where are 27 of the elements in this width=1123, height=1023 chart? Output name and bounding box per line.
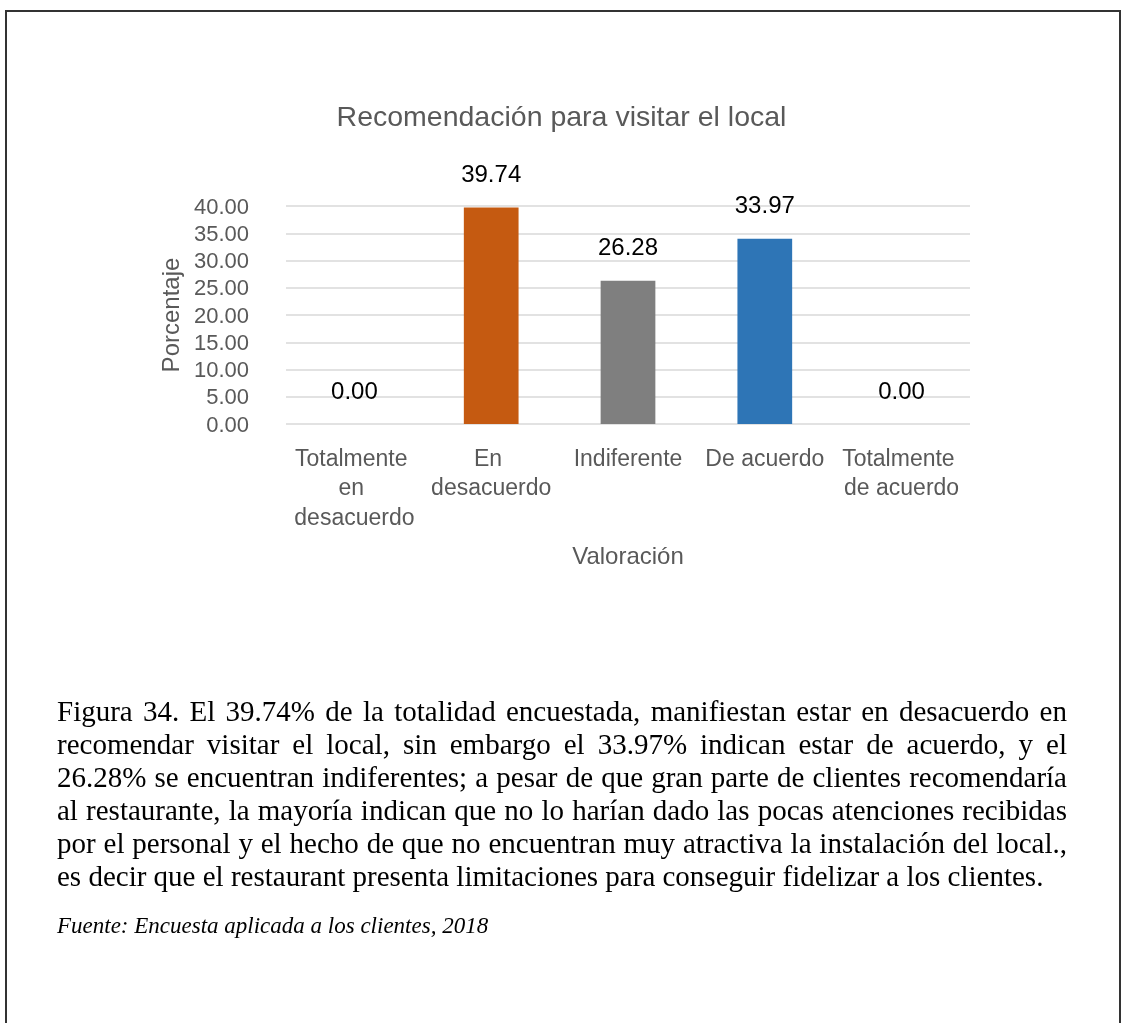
- x-tick-label: De acuerdo: [705, 444, 825, 471]
- y-tick-label: 0.00: [206, 411, 249, 437]
- x-tick-label: En desacuerdo: [431, 444, 552, 501]
- data-label: 26.28: [597, 233, 659, 261]
- source-note: Fuente: Encuesta aplicada a los clientes, 2018: [57, 912, 490, 939]
- data-label: 39.74: [461, 159, 522, 187]
- text: Figura 34. El 39.74% de la totalidad encuestada, manifiestan estar en desacuerdo en recomendar visitar el local, sin embargo el 33.97% indican estar de acuerdo, y el 26.28% se encuentran indiferentes; a pesar de que gran parte de clientes recomendaría al restaurante, la mayoría indican que no lo harían dado las pocas atenciones recibidas por el personal y el hecho de que no encuentran muy atractiva la instalación del local., es decir que el restaurant presenta limitaciones para conseguir fidelizar a los clientes.: [57, 695, 1067, 893]
- bar: [600, 280, 656, 424]
- y-tick-label: 20.00: [193, 302, 249, 328]
- data-label: 0.00: [878, 376, 925, 404]
- y-tick-label: 30.00: [193, 248, 249, 273]
- y-tick-label: 10.00: [193, 357, 249, 382]
- y-axis-title: Porcentaje: [156, 257, 184, 373]
- bar: [463, 207, 519, 424]
- data-label: 33.97: [734, 191, 795, 219]
- y-tick-label: 25.00: [193, 275, 249, 301]
- chart-title: Recomendación para visitar el local: [336, 99, 787, 132]
- y-tick-label: 15.00: [193, 329, 249, 355]
- y-tick-label: 35.00: [193, 220, 249, 246]
- bar: [737, 238, 793, 424]
- x-axis-title: Valoración: [572, 541, 684, 569]
- x-tick-label: Totalmente en desacuerdo: [294, 444, 415, 530]
- y-tick-label: 5.00: [206, 384, 249, 410]
- data-label: 0.00: [331, 376, 378, 404]
- x-tick-label: Indiferente: [573, 444, 683, 471]
- x-tick-label: Totalmente de acuerdo: [842, 444, 962, 501]
- y-tick-label: 40.00: [193, 193, 249, 219]
